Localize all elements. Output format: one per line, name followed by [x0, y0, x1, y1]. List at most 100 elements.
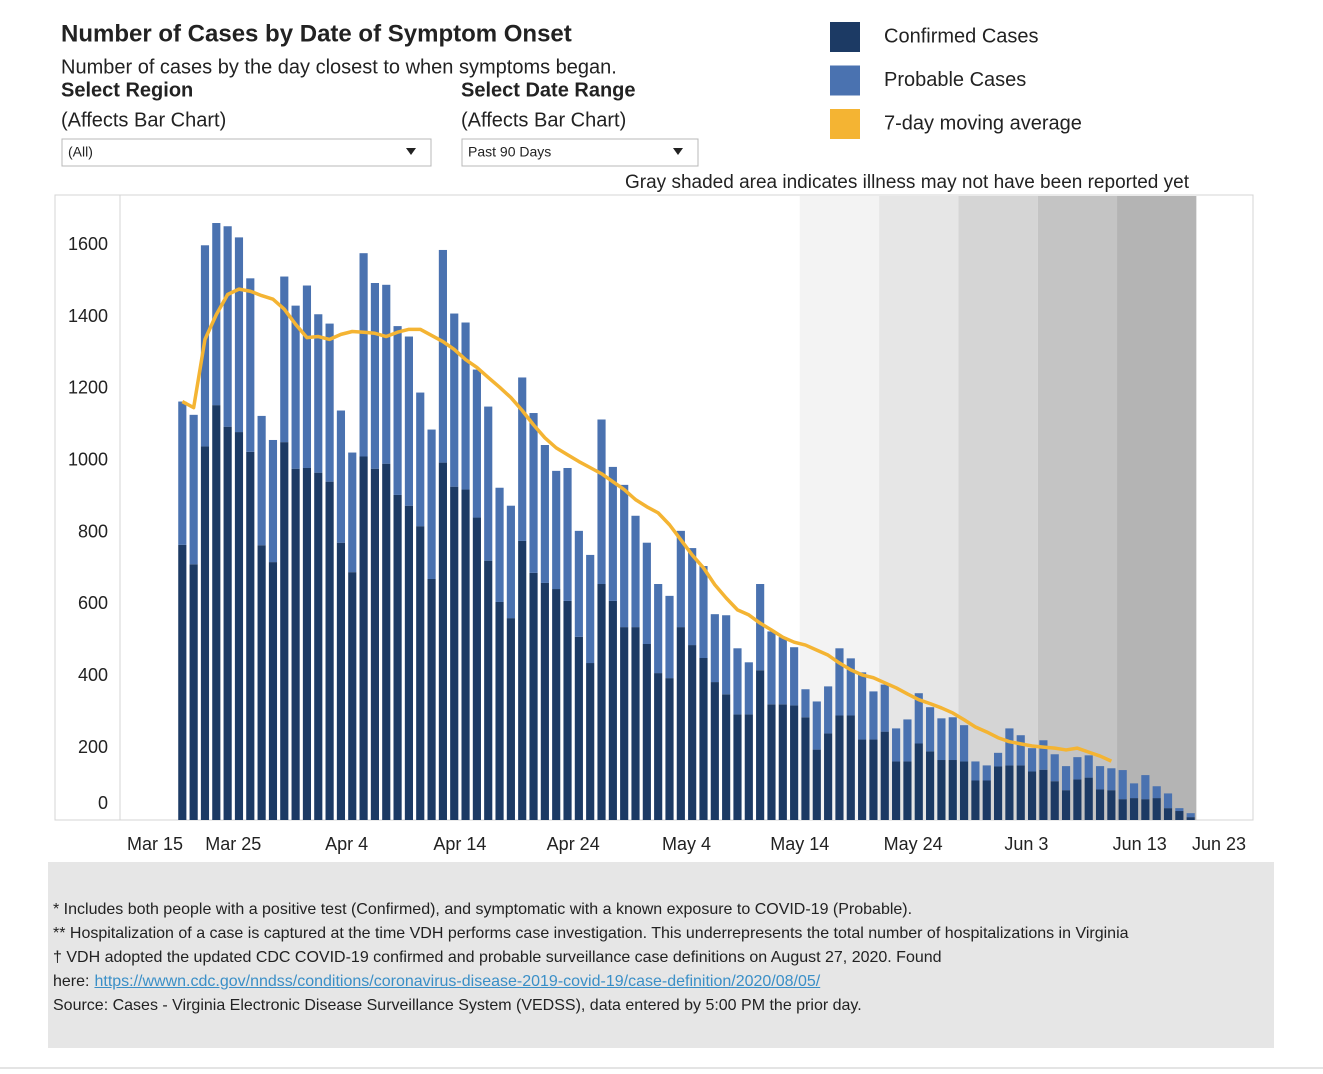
bar [801, 717, 810, 820]
bar [914, 693, 923, 744]
control-note: (Affects Bar Chart) [61, 109, 226, 131]
bar [246, 278, 255, 452]
bar [1084, 755, 1093, 778]
bar [812, 701, 821, 750]
legend-label: Confirmed Cases [884, 25, 1039, 47]
bar [710, 614, 719, 683]
bar [1118, 770, 1127, 800]
region-dropdown[interactable]: (All) [61, 138, 432, 167]
bar [1027, 748, 1037, 772]
bar [404, 505, 413, 820]
bar [302, 285, 312, 468]
bar [518, 377, 527, 541]
dropdown-arrow[interactable] [406, 148, 416, 155]
dropdown-box[interactable] [461, 138, 699, 167]
bar [1039, 740, 1048, 770]
bar [495, 601, 504, 820]
bar [314, 314, 323, 473]
chart-frame [54, 194, 1254, 821]
bar [404, 336, 413, 506]
bar [348, 572, 357, 820]
bar [858, 672, 867, 740]
footnote: † VDH adopted the updated CDC COVID-19 c… [53, 949, 942, 966]
bar [744, 662, 753, 715]
x-tick-label: May 24 [884, 834, 943, 854]
bar [212, 405, 221, 820]
x-tick-label: Jun 23 [1192, 834, 1246, 854]
bar [1016, 765, 1025, 820]
bar [1039, 769, 1048, 820]
footnote: ** Hospitalization of a case is captured… [53, 925, 1129, 942]
y-tick-label: 400 [78, 665, 108, 685]
bar [835, 715, 844, 820]
bar [1095, 789, 1105, 820]
bar [756, 584, 765, 671]
bar [767, 704, 776, 820]
bar [642, 643, 651, 820]
bar [869, 739, 878, 820]
y-tick-label: 1600 [68, 234, 108, 254]
bar [812, 749, 821, 820]
subtitle: Number of cases by the day closest to wh… [61, 56, 617, 78]
bar [359, 253, 368, 457]
bar [438, 462, 447, 820]
dropdown-arrow[interactable] [673, 148, 683, 155]
chart: Number of Cases by Date of Symptom Onset… [54, 20, 1254, 854]
bar [926, 751, 935, 820]
bar [563, 467, 572, 601]
bar [574, 636, 583, 820]
legend-swatch [830, 65, 860, 96]
bar [948, 717, 957, 761]
bar [654, 584, 663, 674]
bar [676, 530, 685, 628]
legend-label: 7-day moving average [884, 112, 1082, 134]
bar [438, 249, 447, 463]
bar [178, 401, 187, 545]
control-label: Select Region [61, 79, 193, 101]
bar [450, 313, 459, 487]
legend-swatch [830, 109, 860, 139]
bar [960, 761, 969, 820]
bar [993, 752, 1003, 767]
bar [597, 419, 606, 585]
bar [325, 481, 334, 820]
bar [529, 572, 538, 820]
bar [608, 600, 617, 820]
bar [518, 540, 527, 820]
bar [472, 517, 481, 820]
bar [824, 733, 833, 820]
dropdown-value[interactable]: Past 90 Days [468, 144, 551, 160]
bar [654, 673, 663, 820]
bar [1152, 798, 1161, 820]
link[interactable]: https://wwwn.cdc.gov/nndss/conditions/co… [94, 973, 821, 990]
bar [1061, 766, 1071, 791]
bar [778, 704, 787, 820]
bar [846, 658, 855, 716]
bar [291, 468, 300, 820]
dropdown-box[interactable] [61, 138, 432, 167]
bar [1073, 757, 1082, 780]
bar [393, 494, 402, 820]
date-dropdown[interactable]: Past 90 Days [461, 138, 699, 167]
bar [665, 595, 674, 679]
bar [993, 766, 1003, 820]
bar [370, 468, 380, 820]
bar [291, 305, 300, 469]
bar [393, 326, 402, 495]
bar [450, 486, 459, 820]
bar [427, 578, 436, 820]
control-note: (Affects Bar Chart) [461, 109, 626, 131]
shaded-band [1117, 196, 1197, 820]
bar [982, 780, 991, 820]
bar [892, 728, 901, 762]
dropdown-value[interactable]: (All) [68, 144, 93, 160]
bar [280, 442, 289, 820]
footnotes: * Includes both people with a positive t… [48, 862, 1274, 1048]
bar [495, 487, 504, 602]
bar [733, 648, 742, 715]
bar [665, 678, 674, 820]
bar [484, 560, 493, 820]
bar [620, 484, 629, 628]
bar [733, 714, 742, 820]
bar [744, 714, 753, 820]
